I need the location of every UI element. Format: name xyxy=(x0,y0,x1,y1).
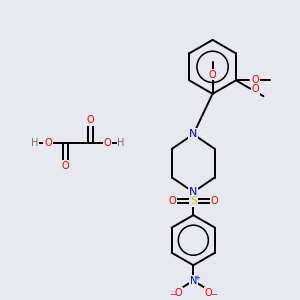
Text: −: − xyxy=(169,291,177,300)
Text: O: O xyxy=(174,288,182,298)
Text: −: − xyxy=(210,291,217,300)
Text: O: O xyxy=(251,75,259,85)
Text: O: O xyxy=(211,196,218,206)
Text: N: N xyxy=(189,187,197,197)
Text: O: O xyxy=(44,138,52,148)
Text: S: S xyxy=(190,196,197,206)
Text: O: O xyxy=(104,138,111,148)
Text: O: O xyxy=(209,70,216,80)
Text: N: N xyxy=(190,276,197,286)
Text: N: N xyxy=(189,129,197,139)
Text: O: O xyxy=(86,115,94,125)
Text: H: H xyxy=(31,138,38,148)
Text: H: H xyxy=(117,138,125,148)
Text: O: O xyxy=(252,84,260,94)
Text: O: O xyxy=(168,196,176,206)
Text: O: O xyxy=(205,288,212,298)
Text: O: O xyxy=(61,161,69,171)
Text: +: + xyxy=(194,275,200,281)
